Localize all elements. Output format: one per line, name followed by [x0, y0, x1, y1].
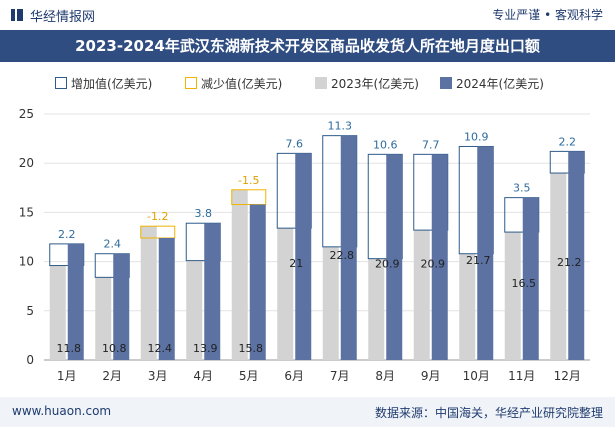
change-label: 2.4 [104, 238, 122, 251]
change-label: -1.5 [238, 174, 259, 187]
footer-website: www.huaon.com [12, 404, 112, 418]
decrease-box [140, 225, 176, 239]
legend-swatch-2023 [315, 77, 327, 89]
bar-2023 [504, 232, 521, 360]
bar-2024 [522, 197, 539, 360]
legend-swatch-2024 [440, 77, 452, 89]
value-label-2024: 16.5 [512, 277, 537, 290]
bar-2023 [231, 189, 248, 360]
chart-legend: 增加值(亿美元) 减少值(亿美元) 2023年(亿美元) 2024年(亿美元) [0, 74, 615, 94]
bar-2024 [568, 151, 585, 360]
change-label: 3.8 [195, 207, 213, 220]
value-label-2024: 15.8 [239, 342, 264, 355]
bar-2024 [295, 153, 312, 360]
bar-2024 [340, 135, 357, 360]
bar-2024 [431, 154, 448, 360]
x-tick-label: 1月 [57, 369, 77, 383]
x-tick-label: 7月 [330, 369, 350, 383]
bar-2024 [204, 223, 221, 360]
bar-2023 [140, 226, 157, 360]
legend-label-2024: 2024年(亿美元) [456, 77, 544, 91]
y-tick-label: 15 [19, 205, 34, 219]
bar-2023 [49, 265, 66, 360]
bar-chart: 0 5 10 15 20 25 2.2 11.8 1月 2.4 10.8 2月 -1.2 12.4 3月 3.… [19, 107, 590, 383]
bar-2024 [249, 204, 266, 360]
title-bar: 2023-2024年武汉东湖新技术开发区商品收发货人所在地月度出口额 [0, 30, 615, 62]
change-label: 3.5 [513, 182, 531, 195]
bar-2024 [113, 253, 130, 360]
change-label: 2.2 [58, 228, 76, 241]
x-tick-label: 4月 [193, 369, 213, 383]
bar-2024 [386, 154, 403, 360]
bar-2023 [277, 228, 294, 360]
y-tick-label: 20 [19, 156, 34, 170]
bar-2023 [322, 246, 339, 360]
change-label: 7.7 [422, 138, 440, 151]
top-header: 华经情报网 专业严谨 • 客观科学 [0, 0, 615, 30]
brand-logo-icon [11, 9, 23, 21]
bar-2024 [158, 237, 175, 360]
value-label-2024: 22.8 [330, 249, 355, 262]
y-tick-label: 5 [26, 304, 34, 318]
legend-swatch-decrease [185, 77, 197, 89]
value-label-2024: 20.9 [375, 257, 400, 270]
footer-bar: www.huaon.com 数据来源：中国海关，华经产业研究院整理 [0, 397, 615, 427]
bar-2024 [477, 146, 494, 360]
x-tick-label: 2月 [102, 369, 122, 383]
brand-name: 华经情报网 [30, 10, 96, 25]
value-label-2024: 11.8 [57, 342, 82, 355]
value-label-2024: 21.7 [466, 254, 491, 267]
y-tick-label: 0 [26, 353, 34, 367]
legend-label-increase: 增加值(亿美元) [71, 77, 153, 91]
bar-2023 [413, 230, 430, 360]
change-label: 10.9 [464, 130, 489, 143]
value-label-2024: 20.9 [421, 257, 446, 270]
x-tick-label: 10月 [463, 369, 490, 383]
change-label: -1.2 [147, 210, 168, 223]
y-tick-label: 25 [19, 107, 34, 121]
x-tick-label: 3月 [148, 369, 168, 383]
bar-2023 [550, 173, 567, 360]
value-label-2024: 21.2 [557, 256, 582, 269]
value-label-2024: 10.8 [102, 342, 127, 355]
change-label: 7.6 [286, 137, 304, 150]
x-tick-label: 11月 [508, 369, 535, 383]
value-label-2024: 21 [289, 257, 303, 270]
bar-2024 [67, 243, 84, 360]
bar-2023 [368, 258, 385, 360]
change-label: 11.3 [328, 120, 353, 133]
x-tick-label: 6月 [284, 369, 304, 383]
x-tick-label: 9月 [421, 369, 441, 383]
tagline: 专业严谨 • 客观科学 [492, 8, 603, 22]
y-tick-label: 10 [19, 255, 34, 269]
value-label-2024: 13.9 [193, 342, 218, 355]
value-label-2024: 12.4 [148, 342, 173, 355]
change-label: 2.2 [559, 135, 577, 148]
legend-label-2023: 2023年(亿美元) [331, 77, 419, 91]
x-tick-label: 5月 [239, 369, 259, 383]
x-tick-label: 8月 [375, 369, 395, 383]
chart-title: 2023-2024年武汉东湖新技术开发区商品收发货人所在地月度出口额 [75, 37, 540, 55]
legend-label-decrease: 减少值(亿美元) [201, 77, 283, 91]
bar-2023 [95, 277, 112, 360]
footer-source: 数据来源：中国海关，华经产业研究院整理 [374, 406, 603, 420]
change-label: 10.6 [373, 138, 398, 151]
decrease-box [231, 189, 267, 206]
legend-swatch-increase [55, 77, 67, 89]
x-tick-label: 12月 [554, 369, 581, 383]
bar-2023 [186, 260, 203, 360]
bar-2023 [459, 253, 476, 360]
